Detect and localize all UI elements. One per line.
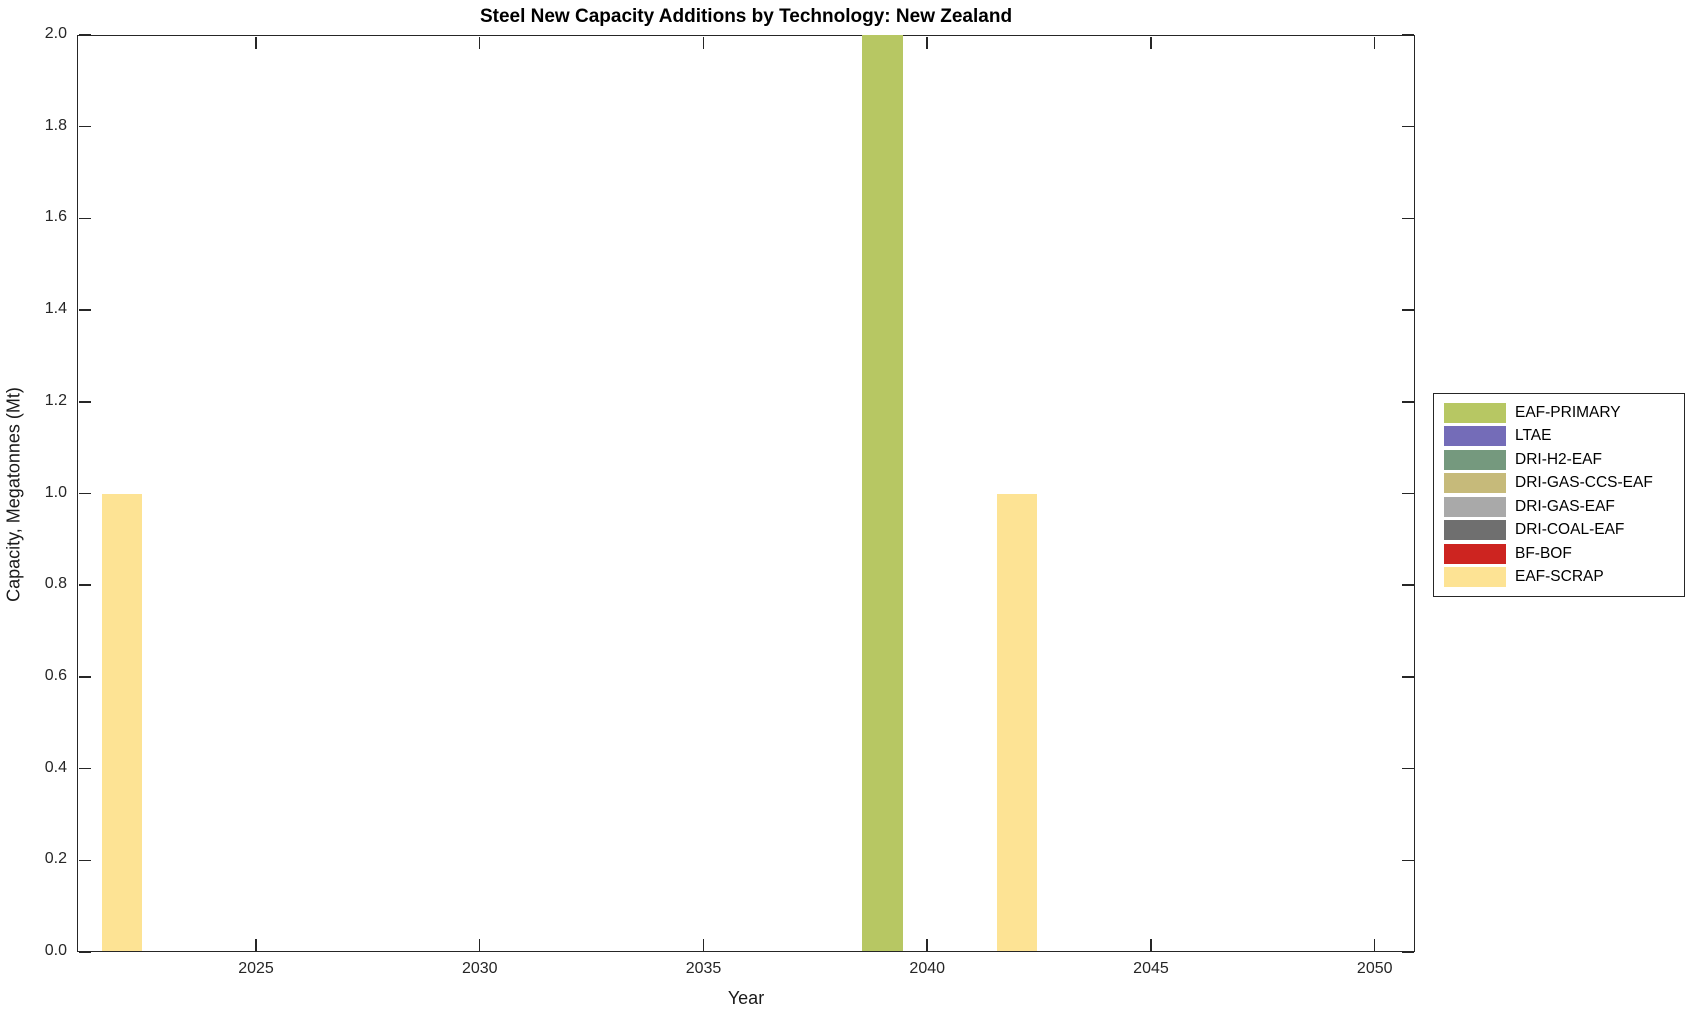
y-tick-right <box>1401 859 1414 862</box>
legend-item-dri-h2-eaf: DRI-H2-EAF <box>1444 448 1684 472</box>
bar-eaf-scrap-2022 <box>101 493 142 951</box>
y-tick <box>78 217 91 220</box>
x-tick-top <box>926 36 928 49</box>
y-tick <box>78 125 91 128</box>
y-tick-label: 2.0 <box>44 25 67 42</box>
x-tick <box>255 938 257 951</box>
legend-label: DRI-COAL-EAF <box>1515 521 1625 539</box>
y-tick-right <box>1401 217 1414 220</box>
legend-label: LTAE <box>1515 427 1552 445</box>
y-tick-label: 0.6 <box>44 666 67 684</box>
y-tick-label: 1.4 <box>44 300 67 318</box>
x-tick <box>926 938 928 951</box>
y-tick-right <box>1401 401 1414 403</box>
legend-swatch-icon <box>1444 567 1506 588</box>
legend-item-bf-bof: BF-BOF <box>1444 542 1684 566</box>
x-tick-label: 2050 <box>1356 960 1393 977</box>
y-axis-label: Capacity, Megatonnes (Mt) <box>3 387 24 602</box>
plot-area <box>77 35 1415 952</box>
y-tick-label: 1.0 <box>44 483 67 501</box>
y-tick-right <box>1401 125 1414 128</box>
y-tick-label: 1.2 <box>44 391 67 409</box>
legend-label: BF-BOF <box>1515 544 1572 562</box>
y-tick <box>78 584 91 586</box>
y-tick-label: 1.6 <box>44 208 67 226</box>
x-tick <box>478 938 481 951</box>
y-tick-label: 0.2 <box>44 850 67 868</box>
legend-swatch-icon <box>1444 473 1506 494</box>
legend-item-dri-coal-eaf: DRI-COAL-EAF <box>1444 519 1684 543</box>
legend-label: DRI-H2-EAF <box>1515 450 1602 468</box>
y-tick-right <box>1401 584 1414 586</box>
legend-box: EAF-PRIMARY LTAE DRI-H2-EAF DRI-GAS-CCS-EAF… <box>1433 393 1685 597</box>
x-axis-label: Year <box>727 988 765 1008</box>
bar-eaf-primary-2039 <box>862 35 903 951</box>
x-tick-top <box>478 36 481 49</box>
x-tick <box>702 938 705 951</box>
legend-item-ltae: LTAE <box>1444 425 1684 449</box>
y-tick-right <box>1401 767 1414 770</box>
legend-swatch-icon <box>1444 402 1506 423</box>
y-tick <box>78 401 91 403</box>
legend-swatch-icon <box>1444 426 1506 447</box>
y-tick-label: 0.4 <box>44 758 67 776</box>
x-tick-label: 2030 <box>461 960 498 977</box>
y-tick-label: 1.8 <box>44 116 67 134</box>
y-tick-label: 0.8 <box>44 575 67 593</box>
y-tick <box>78 34 91 36</box>
legend-swatch-icon <box>1444 449 1506 470</box>
legend-label: DRI-GAS-CCS-EAF <box>1515 474 1653 492</box>
x-tick-label: 2040 <box>909 960 946 977</box>
legend-swatch-icon <box>1444 520 1506 541</box>
y-tick <box>78 951 91 953</box>
y-tick-right <box>1401 492 1414 495</box>
x-tick-label: 2045 <box>1133 960 1169 977</box>
y-tick <box>78 309 91 311</box>
legend-label: EAF-SCRAP <box>1515 568 1604 586</box>
x-tick <box>1373 938 1376 951</box>
y-tick-label: 0.0 <box>44 942 67 959</box>
legend-item-dri-gas-eaf: DRI-GAS-EAF <box>1444 495 1684 519</box>
legend-item-eaf-scrap: EAF-SCRAP <box>1444 566 1684 590</box>
chart-title: Steel New Capacity Additions by Technolo… <box>479 6 1013 27</box>
x-tick-top <box>702 36 705 49</box>
bar-eaf-scrap-2042 <box>996 493 1037 951</box>
x-tick-top <box>1373 36 1376 49</box>
x-tick-top <box>1150 36 1152 49</box>
legend-swatch-icon <box>1444 496 1506 517</box>
x-tick <box>1150 938 1152 951</box>
y-tick-right <box>1401 34 1414 36</box>
y-tick-right <box>1401 676 1414 678</box>
legend-item-eaf-primary: EAF-PRIMARY <box>1444 401 1684 425</box>
x-tick-label: 2025 <box>238 960 274 977</box>
y-tick-right <box>1401 309 1414 311</box>
y-tick-right <box>1401 951 1414 953</box>
y-tick <box>78 767 91 770</box>
legend-label: DRI-GAS-EAF <box>1515 497 1615 515</box>
legend-swatch-icon <box>1444 543 1506 564</box>
y-tick <box>78 492 91 495</box>
legend-label: EAF-PRIMARY <box>1515 403 1621 421</box>
y-tick <box>78 676 91 678</box>
x-tick-top <box>255 36 257 49</box>
x-tick-label: 2035 <box>685 960 722 977</box>
legend-item-dri-gas-ccs-eaf: DRI-GAS-CCS-EAF <box>1444 472 1684 496</box>
y-tick <box>78 859 91 862</box>
